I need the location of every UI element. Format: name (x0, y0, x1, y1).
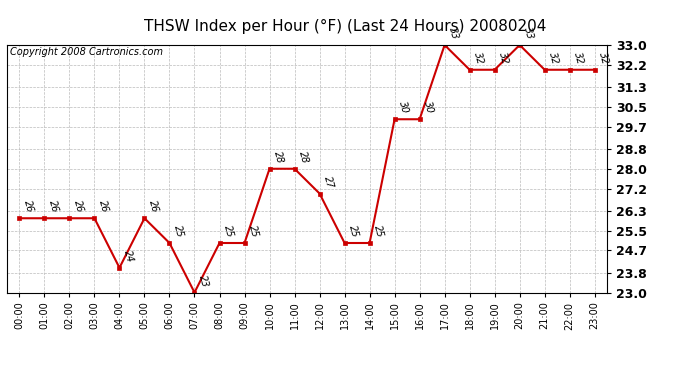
Text: 24: 24 (122, 249, 135, 264)
Text: 25: 25 (222, 224, 235, 239)
Text: 26: 26 (147, 200, 160, 214)
Text: 32: 32 (497, 51, 511, 66)
Text: 25: 25 (373, 224, 385, 239)
Text: 33: 33 (447, 26, 460, 41)
Text: 30: 30 (397, 100, 411, 115)
Text: 27: 27 (322, 175, 335, 189)
Text: 26: 26 (97, 200, 110, 214)
Text: 33: 33 (522, 26, 535, 41)
Text: 25: 25 (247, 224, 260, 239)
Text: 25: 25 (347, 224, 360, 239)
Text: 26: 26 (72, 200, 85, 214)
Text: 32: 32 (473, 51, 485, 66)
Text: 32: 32 (598, 51, 611, 66)
Text: 32: 32 (547, 51, 560, 66)
Text: 26: 26 (47, 200, 60, 214)
Text: 25: 25 (172, 224, 185, 239)
Text: 28: 28 (297, 150, 310, 165)
Text: 32: 32 (573, 51, 585, 66)
Text: 30: 30 (422, 100, 435, 115)
Text: 23: 23 (197, 274, 210, 288)
Text: 26: 26 (22, 200, 35, 214)
Text: 28: 28 (273, 150, 285, 165)
Text: THSW Index per Hour (°F) (Last 24 Hours) 20080204: THSW Index per Hour (°F) (Last 24 Hours)… (144, 19, 546, 34)
Text: Copyright 2008 Cartronics.com: Copyright 2008 Cartronics.com (10, 48, 163, 57)
